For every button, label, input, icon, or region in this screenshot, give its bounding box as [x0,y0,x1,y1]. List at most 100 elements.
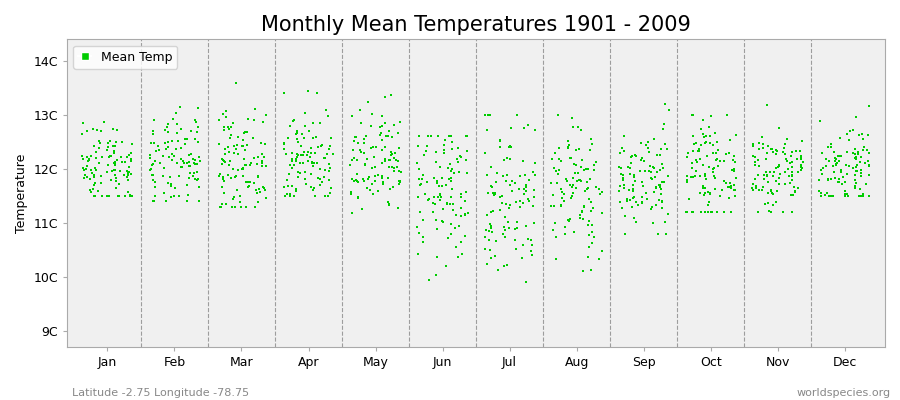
Point [616,147,631,154]
Point [363,186,377,193]
Point [544,203,559,210]
Point [502,143,517,149]
Point [168,110,183,116]
Point [360,155,374,162]
Point [795,156,809,162]
Point [829,161,843,167]
Point [701,188,716,195]
Point [752,157,766,163]
Point [623,165,637,171]
Point [374,137,389,143]
Point [416,217,430,223]
Point [188,161,202,167]
Point [413,209,428,216]
Point [115,159,130,166]
Point [387,165,401,171]
Point [856,136,870,142]
Point [236,165,250,171]
Point [86,126,101,132]
Point [246,134,260,141]
Point [213,171,228,177]
Point [277,193,292,199]
Point [851,149,866,155]
Point [512,186,526,192]
Point [752,146,767,152]
Point [100,169,114,175]
Point [508,246,523,253]
Point [146,161,160,167]
Point [233,193,248,199]
Point [234,166,248,172]
Point [421,133,436,140]
Point [174,126,188,132]
Point [112,168,127,174]
Point [385,164,400,170]
Point [566,175,580,181]
Point [389,157,403,164]
Point [170,159,184,166]
Point [554,158,568,164]
Point [498,226,512,233]
Point [527,160,542,167]
Point [321,168,336,174]
Point [191,176,205,183]
Point [854,166,868,173]
Point [416,171,430,178]
Point [446,170,461,176]
Point [418,191,432,197]
Point [526,169,540,175]
Point [159,124,174,130]
Point [388,150,402,156]
Point [76,165,90,172]
Point [225,203,239,210]
Point [826,168,841,175]
Point [107,150,122,156]
Point [849,168,863,174]
Point [764,145,778,152]
Point [356,176,371,182]
Point [346,176,360,182]
Point [562,155,577,161]
Point [761,200,776,206]
Point [699,139,714,145]
Point [392,180,406,187]
Point [94,128,108,134]
Point [555,195,570,201]
Point [324,134,338,141]
Point [300,152,314,158]
Point [306,185,320,192]
Point [646,220,661,226]
Point [656,179,670,185]
Point [516,241,530,248]
Point [710,138,724,145]
Point [829,156,843,162]
Point [281,183,295,190]
Point [746,141,760,148]
Point [163,174,177,180]
Point [567,229,581,236]
Point [480,171,494,178]
Point [703,132,717,139]
Point [306,159,320,166]
Point [480,126,494,133]
Point [307,160,321,167]
Point [634,200,649,206]
Point [437,150,452,156]
Point [817,192,832,198]
Point [519,188,534,195]
Point [443,200,457,207]
Point [213,204,228,210]
Point [375,179,390,185]
Point [346,146,361,153]
Point [833,166,848,173]
Point [289,188,303,194]
Point [83,176,97,182]
Point [771,163,786,170]
Point [144,140,158,146]
Point [382,185,397,192]
Point [483,221,498,227]
Point [498,234,512,240]
Point [518,172,533,178]
Point [582,243,597,250]
Point [108,159,122,166]
